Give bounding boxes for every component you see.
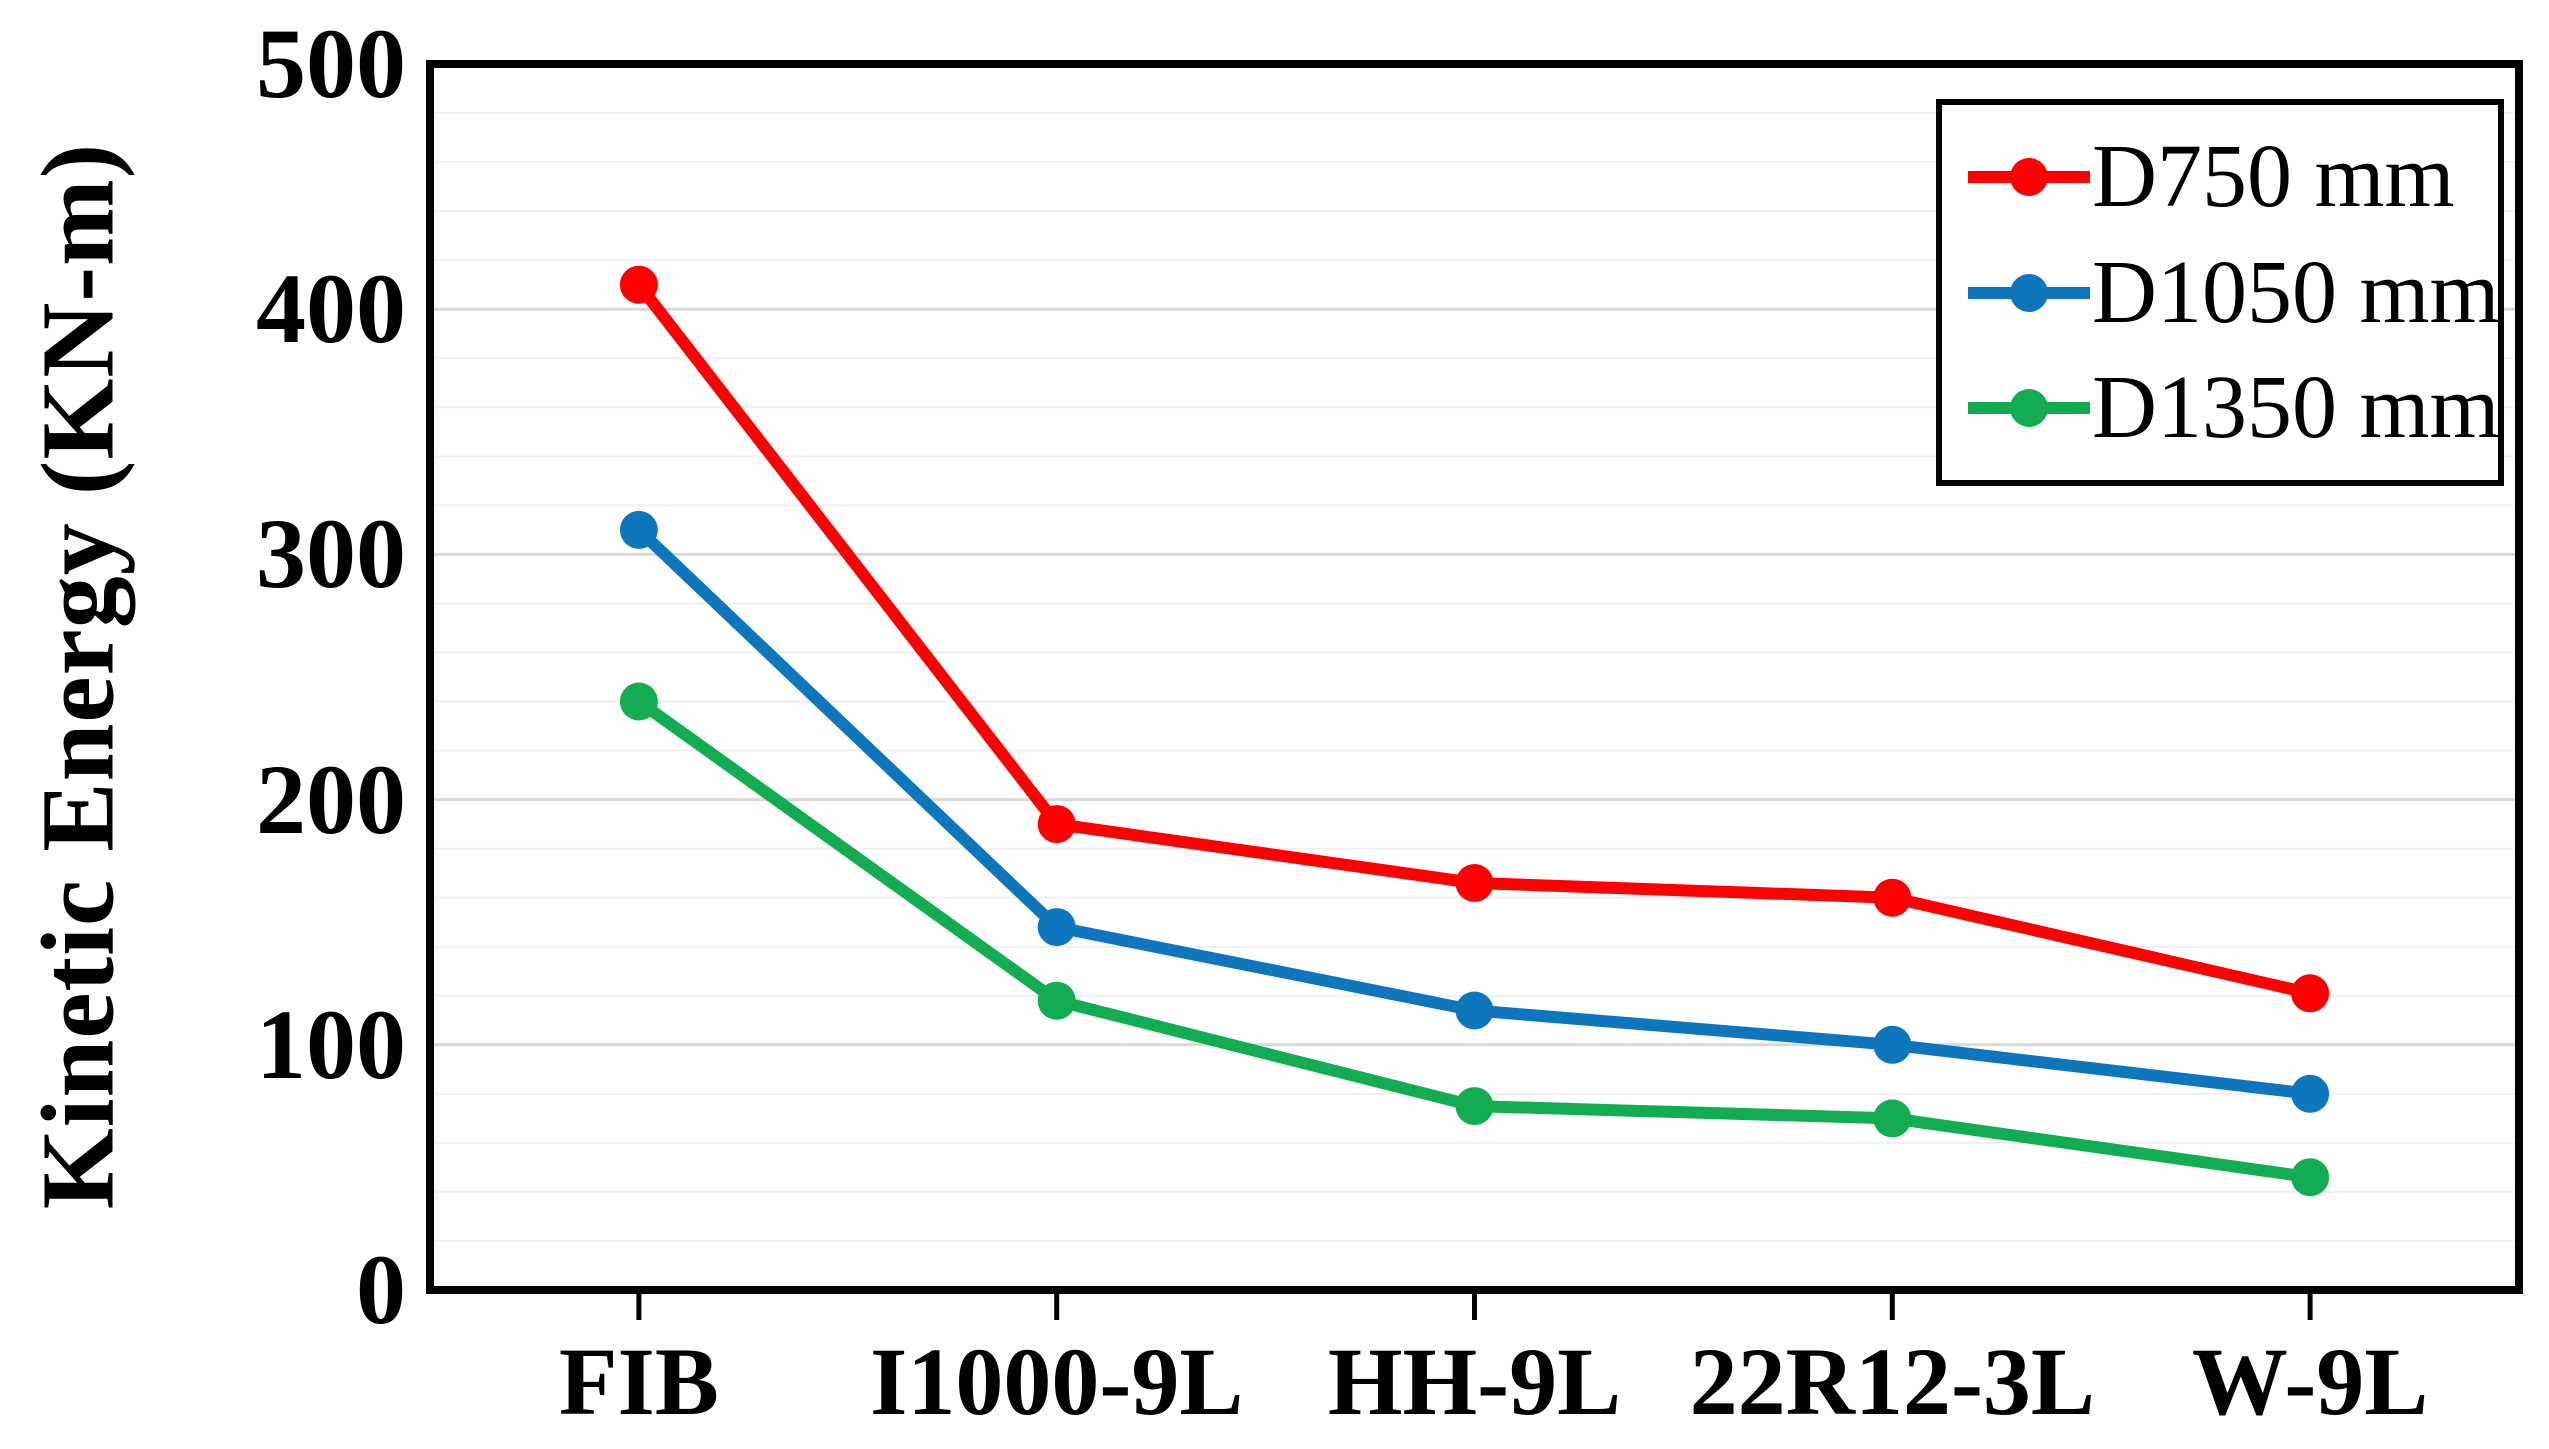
data-point-d750-22R12-3L: [1873, 878, 1912, 917]
x-axis-label-22r12-3l: 22R12-3L: [1689, 1328, 2095, 1435]
plot-border: [426, 60, 2523, 1294]
data-point-d1050-22R12-3L: [1873, 1025, 1912, 1064]
data-point-d1350-W-9L: [2291, 1158, 2330, 1197]
x-axis-label-w-9l: W-9L: [2191, 1328, 2429, 1435]
legend-line-dot-icon: [1968, 389, 2090, 428]
legend: D750 mm D1050 mm D1350 mm: [1936, 99, 2504, 486]
data-point-d750-FIB: [619, 265, 658, 304]
legend-item-d1350: D1350 mm: [1966, 358, 2500, 458]
data-point-d1350-FIB: [619, 682, 658, 721]
legend-label: D750 mm: [2092, 126, 2455, 226]
legend-item-d750: D750 mm: [1966, 126, 2498, 226]
x-axis-label-fib: FIB: [558, 1328, 719, 1435]
data-point-d750-I1000-9L: [1037, 805, 1076, 844]
legend-label: D1350 mm: [2092, 358, 2500, 458]
data-point-d1350-I1000-9L: [1037, 981, 1076, 1020]
legend-line-dot-icon: [1968, 273, 2090, 312]
data-point-d750-W-9L: [2291, 974, 2330, 1013]
y-tick-label-100: 100: [256, 988, 406, 1100]
y-tick-label-300: 300: [256, 498, 406, 610]
data-point-d1350-22R12-3L: [1873, 1099, 1912, 1138]
y-tick-label-0: 0: [356, 1234, 406, 1345]
data-point-d1050-I1000-9L: [1037, 908, 1076, 947]
y-tick-label-500: 500: [256, 8, 406, 119]
y-tick-label-200: 200: [256, 743, 406, 855]
data-point-d1050-W-9L: [2291, 1074, 2330, 1113]
data-point-d1350-HH-9L: [1455, 1087, 1494, 1126]
data-point-d1050-HH-9L: [1455, 991, 1494, 1030]
y-tick-label-400: 400: [256, 253, 406, 365]
legend-line-dot-icon: [1968, 157, 2090, 196]
data-point-d1050-FIB: [619, 510, 658, 549]
legend-item-d1050: D1050 mm: [1966, 242, 2500, 342]
x-axis-label-hh-9l: HH-9L: [1327, 1328, 1622, 1435]
data-point-d750-HH-9L: [1455, 864, 1494, 902]
legend-label: D1050 mm: [2092, 242, 2500, 342]
x-axis-label-i1000-9l: I1000-9L: [870, 1328, 1244, 1435]
